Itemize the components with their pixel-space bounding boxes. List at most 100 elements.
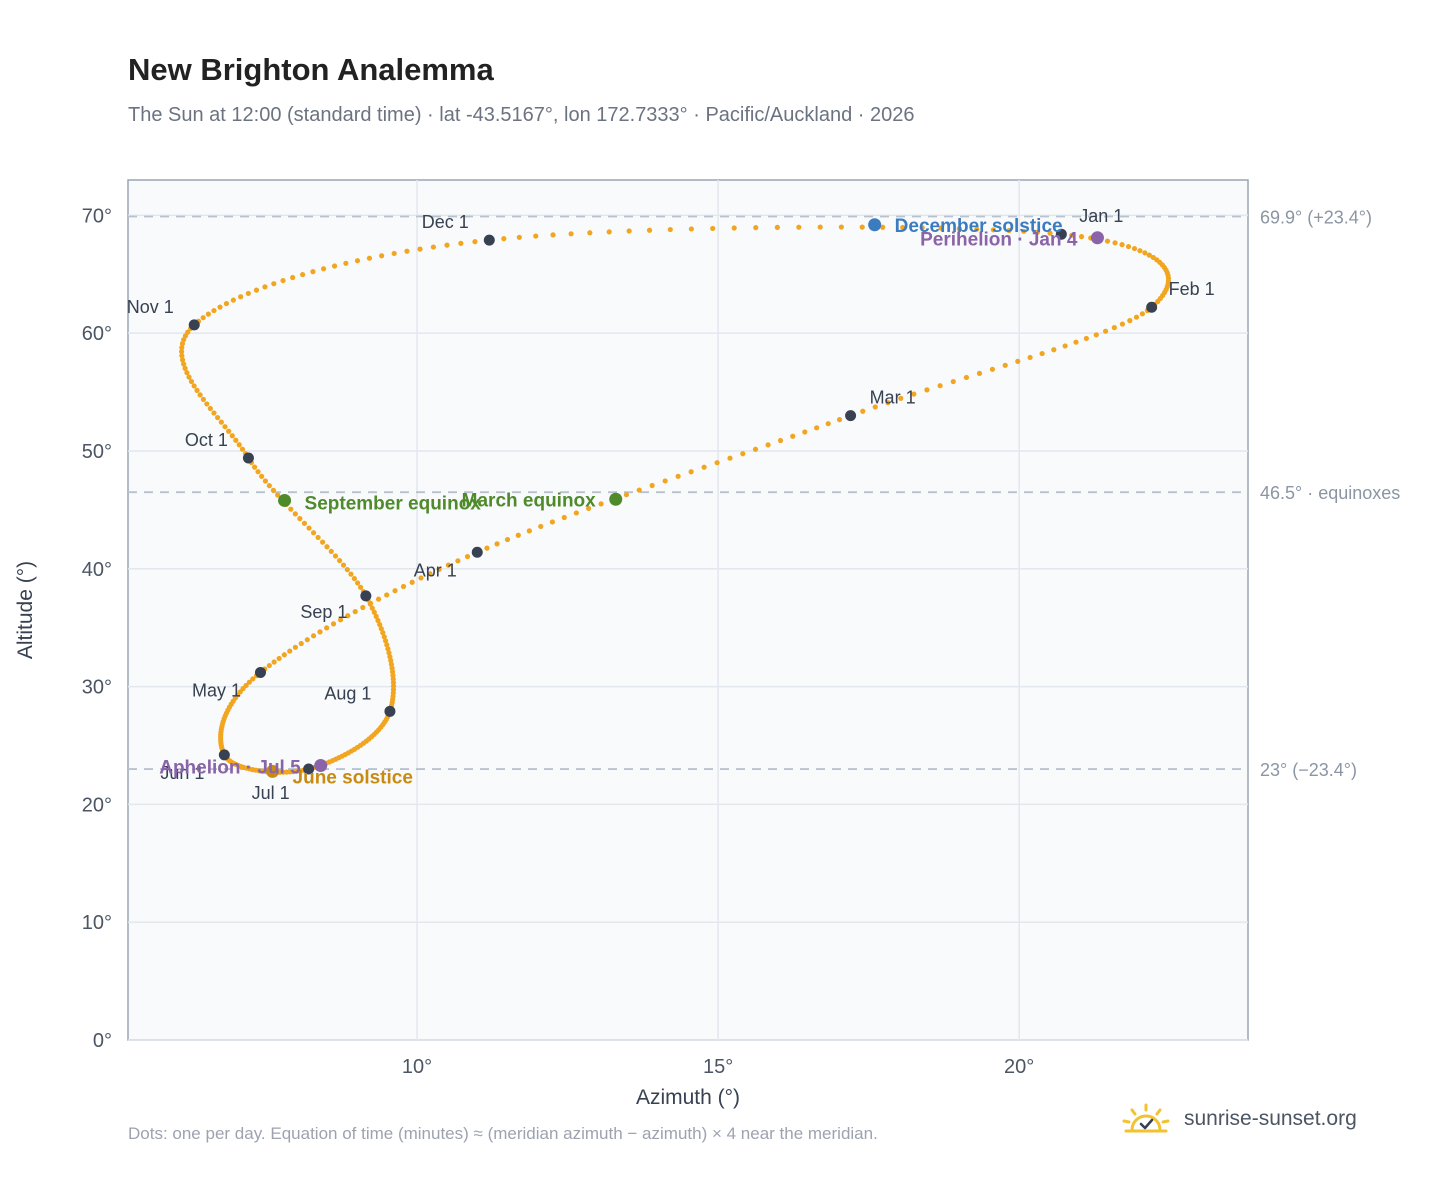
daily-dot [1093,332,1099,338]
daily-dot [188,378,195,385]
daily-dot [1112,240,1118,246]
month-marker [471,546,483,558]
daily-dot [727,455,733,461]
event-label: September equinox [305,493,482,514]
month-label: Jan 1 [1079,206,1123,226]
daily-dot [919,225,925,231]
daily-dot [271,659,277,665]
event-label: March equinox [462,490,597,511]
daily-dot [825,421,831,427]
daily-dot [337,617,344,623]
daily-dot [222,424,228,430]
daily-dot [276,655,282,662]
daily-dot [360,604,366,611]
grid-lines [128,180,1248,1041]
daily-dot [292,644,298,650]
daily-dot [790,433,796,439]
daily-dot [369,605,375,611]
month-label: Oct 1 [185,430,228,450]
event-label: Perihelion · Jan 4 [920,230,1078,251]
daily-dot [266,483,272,489]
plot-area [127,179,1249,1041]
daily-dot [838,224,844,230]
event-marker [266,764,280,778]
y-tick-label: 20° [82,794,112,816]
y-tick-label: 50° [82,441,112,463]
daily-dot [636,487,642,493]
daily-dot [1069,232,1075,238]
daily-dot [1137,248,1143,254]
axis-ticks: 0° 10° 20° 30° 40° 50° 60° 70° 10° 15° 20° [82,205,1035,1078]
daily-dot [1131,245,1138,252]
daily-dot [310,633,317,639]
daily-dot [538,523,544,530]
sun-logo-icon [1122,1103,1170,1133]
month-marker [1146,301,1158,313]
reference-line-label: 23° (−23.4°) [1260,760,1357,780]
daily-dot [200,315,206,321]
month-markers: Jan 1 Feb 1 Mar 1 Apr 1 May 1 Jun 1 Jul 1 Aug 1… [127,206,1215,803]
event-marker [1090,231,1104,245]
daily-dot [836,417,843,423]
daily-dot [1047,230,1053,236]
reference-line-label: 46.5° · equinoxes [1260,483,1400,503]
daily-dot [688,469,694,475]
daily-dot [262,284,268,290]
daily-dot [387,654,393,660]
month-marker [188,319,200,331]
daily-dot [937,383,943,389]
daily-dot [924,387,930,393]
daily-dot [1103,328,1109,334]
event-marker [868,218,882,232]
daily-dot [455,558,461,564]
daily-dot [185,329,191,335]
daily-dot [667,226,673,233]
daily-dot [1073,339,1079,345]
daily-dot [275,492,281,498]
daily-dot [573,510,579,516]
daily-dot [315,534,321,541]
daily-dot [355,580,361,586]
daily-dot [885,400,891,406]
daily-dot [229,433,235,439]
month-label: Jul 1 [252,783,290,803]
daily-dot [1027,354,1033,361]
daily-dot [860,408,866,414]
y-tick-label: 40° [82,559,112,581]
daily-dot [898,395,904,401]
daily-dot [328,548,334,555]
daily-dot [430,244,436,250]
daily-dot [345,613,351,619]
month-marker [845,410,857,422]
daily-dot [324,625,330,631]
daily-dot [976,370,983,376]
brand-name[interactable]: sunrise-sunset.org [1184,1107,1357,1130]
daily-dot [990,227,996,233]
daily-dot [218,419,224,425]
daily-dot [181,361,187,367]
daily-dot [298,640,304,647]
brand[interactable]: sunrise-sunset.org [1120,1102,1357,1136]
daily-dot [236,442,242,448]
daily-dot [458,240,464,246]
daily-dot [245,290,251,297]
daily-dot [191,383,197,389]
daily-dot [550,232,556,238]
event-label: Aphelion · Jul 5 [159,758,301,779]
y-axis-label: Altitude (°) [14,561,37,659]
daily-dot [1021,228,1027,234]
daily-dot [182,333,189,339]
daily-dot [211,307,217,314]
daily-dot [1083,335,1089,342]
daily-dot [287,648,293,654]
daily-dot [262,478,269,484]
daily-dot [238,294,244,300]
daily-dot [230,297,236,303]
month-marker [384,705,396,717]
daily-dot [427,571,433,577]
daily-dot [710,225,716,232]
daily-dot [1039,350,1045,357]
daily-dot [404,248,410,254]
daily-dot [375,617,381,624]
daily-dot [246,679,252,685]
